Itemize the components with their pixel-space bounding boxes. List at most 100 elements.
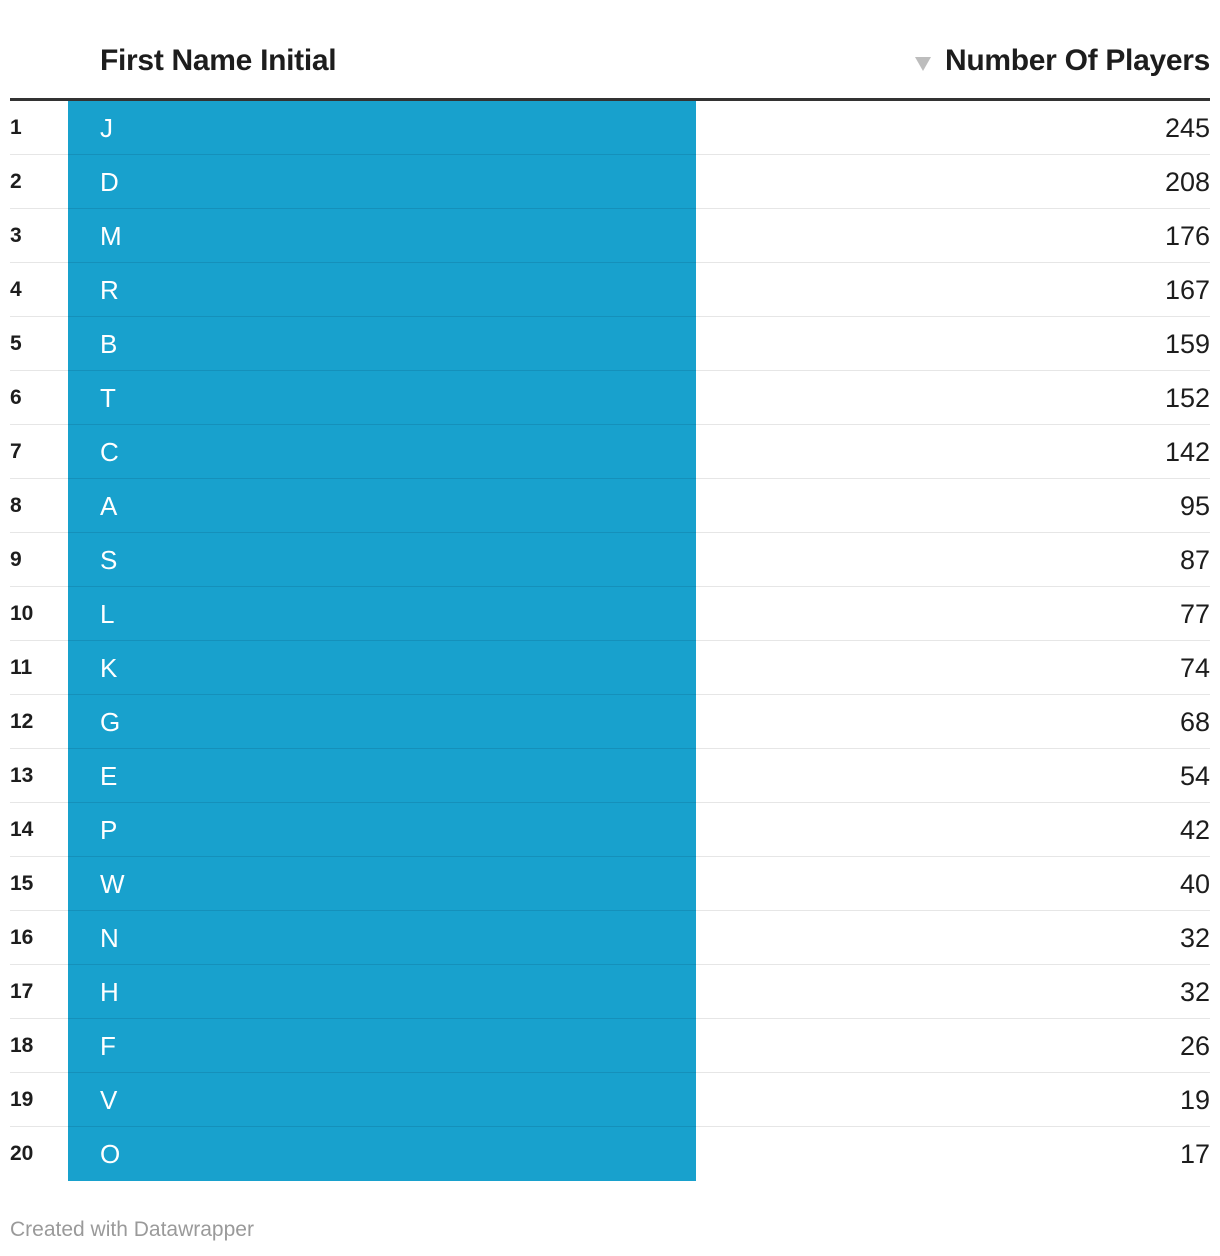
initial-cell: V (68, 1073, 696, 1127)
initial-value: C (100, 437, 119, 467)
initial-cell: J (68, 101, 696, 155)
initial-value: W (100, 869, 125, 899)
initial-cell: N (68, 911, 696, 965)
player-count-value: 17 (1179, 1139, 1210, 1169)
player-count-value: 159 (1164, 329, 1210, 359)
row-rank: 3 (10, 224, 22, 247)
data-table: First Name Initial Number Of Players 1 J 2… (10, 0, 1210, 1181)
initial-cell: F (68, 1019, 696, 1073)
table-row: 16 N 32 (10, 911, 1210, 965)
row-rank: 14 (10, 818, 34, 841)
row-rank: 12 (10, 710, 34, 733)
initial-value: F (100, 1031, 116, 1061)
row-rank: 7 (10, 440, 22, 463)
player-count-value: 32 (1179, 977, 1210, 1007)
initial-value: K (100, 653, 118, 683)
row-rank: 8 (10, 494, 22, 517)
table-row: 11 K 74 (10, 641, 1210, 695)
table-row: 12 G 68 (10, 695, 1210, 749)
table-row: 13 E 54 (10, 749, 1210, 803)
player-count-value: 176 (1164, 221, 1210, 251)
player-count-value: 77 (1179, 599, 1210, 629)
initial-value: O (100, 1139, 121, 1169)
player-count-value: 245 (1164, 113, 1210, 143)
player-count-value: 95 (1179, 491, 1210, 521)
row-rank: 16 (10, 926, 34, 949)
row-rank: 20 (10, 1142, 34, 1165)
row-rank: 5 (10, 332, 22, 355)
column-header-number-of-players-label: Number Of Players (944, 44, 1210, 77)
row-rank: 11 (10, 656, 33, 679)
initial-cell: A (68, 479, 696, 533)
table-row: 7 C 142 (10, 425, 1210, 479)
player-count-value: 42 (1179, 815, 1210, 845)
table-row: 19 V 19 (10, 1073, 1210, 1127)
player-count-value: 208 (1164, 167, 1210, 197)
initial-value: J (100, 113, 113, 143)
player-count-value: 54 (1179, 761, 1210, 791)
row-rank: 17 (10, 980, 34, 1003)
player-count-value: 68 (1179, 707, 1210, 737)
initial-value: E (100, 761, 118, 791)
row-rank: 18 (10, 1034, 34, 1057)
sort-descending-icon[interactable] (914, 57, 931, 71)
row-rank: 2 (10, 170, 22, 193)
column-header-number-of-players[interactable]: Number Of Players (914, 44, 1210, 78)
row-rank: 4 (10, 278, 22, 301)
initial-cell: W (68, 857, 696, 911)
initial-value: H (100, 977, 119, 1007)
initial-cell: O (68, 1127, 696, 1181)
row-rank: 15 (10, 872, 34, 895)
initial-value: R (100, 275, 119, 305)
initial-cell: K (68, 641, 696, 695)
table-row: 15 W 40 (10, 857, 1210, 911)
table-row: 3 M 176 (10, 209, 1210, 263)
initial-value: N (100, 923, 119, 953)
table-row: 10 L 77 (10, 587, 1210, 641)
initial-cell: B (68, 317, 696, 371)
player-count-value: 167 (1164, 275, 1210, 305)
player-count-value: 142 (1164, 437, 1210, 467)
row-rank: 13 (10, 764, 34, 787)
initial-cell: S (68, 533, 696, 587)
initial-value: T (100, 383, 116, 413)
table-row: 8 A 95 (10, 479, 1210, 533)
table-row: 17 H 32 (10, 965, 1210, 1019)
row-rank: 9 (10, 548, 22, 571)
credit-text[interactable]: Created with Datawrapper (10, 1218, 254, 1241)
player-count-value: 26 (1179, 1031, 1210, 1061)
initial-value: B (100, 329, 118, 359)
initial-cell: G (68, 695, 696, 749)
player-count-value: 19 (1179, 1085, 1210, 1115)
initial-value: S (100, 545, 118, 575)
initial-value: D (100, 167, 119, 197)
table-row: 18 F 26 (10, 1019, 1210, 1073)
initial-cell: H (68, 965, 696, 1019)
initial-cell: C (68, 425, 696, 479)
initial-cell: M (68, 209, 696, 263)
row-rank: 6 (10, 386, 22, 409)
table-row: 1 J 245 (10, 101, 1210, 155)
row-rank: 1 (10, 116, 22, 139)
player-count-value: 152 (1164, 383, 1210, 413)
initial-cell: E (68, 749, 696, 803)
player-count-value: 40 (1179, 869, 1210, 899)
initial-value: M (100, 221, 122, 251)
initial-cell: T (68, 371, 696, 425)
table-row: 14 P 42 (10, 803, 1210, 857)
table-row: 2 D 208 (10, 155, 1210, 209)
initial-value: V (100, 1085, 118, 1115)
initial-cell: D (68, 155, 696, 209)
initial-value: G (100, 707, 121, 737)
initial-cell: R (68, 263, 696, 317)
column-header-first-name-initial[interactable]: First Name Initial (100, 44, 337, 77)
player-count-value: 32 (1179, 923, 1210, 953)
table-row: 4 R 167 (10, 263, 1210, 317)
table-row: 20 O 17 (10, 1127, 1210, 1181)
initial-cell: P (68, 803, 696, 857)
player-count-value: 87 (1179, 545, 1210, 575)
row-rank: 10 (10, 602, 34, 625)
table-row: 9 S 87 (10, 533, 1210, 587)
player-count-value: 74 (1179, 653, 1210, 683)
row-rank: 19 (10, 1088, 34, 1111)
